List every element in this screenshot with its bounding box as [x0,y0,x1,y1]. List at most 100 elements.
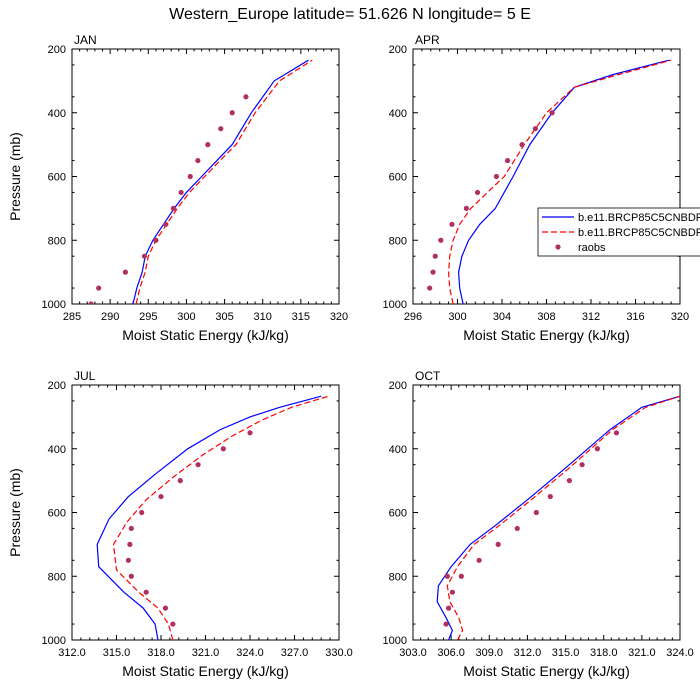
panel-label: APR [415,33,440,47]
x-tick-label: 324.0 [236,647,264,659]
y-tick-label: 1000 [383,635,407,647]
raobs-point [493,173,500,180]
y-tick-label: 200 [48,380,66,392]
x-tick-label: 304 [493,311,511,323]
y-axis-label: Pressure (mb) [7,132,23,221]
x-tick-label: 321.0 [628,647,656,659]
raobs-point [579,462,585,468]
y-tick-label: 1000 [42,635,66,647]
x-tick-label: 320 [671,311,689,323]
raobs-point [504,157,511,164]
y-tick-label: 600 [389,508,407,520]
x-tick-label: 309.0 [476,647,504,659]
model-dashed-line [135,59,313,304]
series-group [96,395,329,640]
x-tick-label: 324.0 [666,647,694,659]
y-tick-label: 1000 [383,299,407,311]
model-solid-line [96,395,322,640]
panels-container: JAN 285 290 295 300 305 310 315 320 200 400 600 800 1… [7,33,694,679]
raobs-point [566,478,572,484]
raobs-point [229,110,235,116]
y-tick-label: 1000 [42,299,66,311]
x-tick-label: 321.0 [192,647,220,659]
x-axis-label: Moist Static Energy (kJ/kg) [122,663,289,679]
model-dashed-line [446,395,680,640]
raobs-point [170,621,176,627]
raobs-point [444,573,450,579]
y-tick-label: 800 [48,235,66,247]
x-tick-label: 310 [254,311,272,323]
y-tick-label: 400 [389,108,407,120]
raobs-point [463,205,469,211]
panel-jul: JUL 312.0 315.0 318.0 321.0 324.0 327.0 330.0 20… [7,369,353,679]
raobs-point [163,221,169,227]
y-axis-label: Pressure (mb) [7,468,23,557]
x-tick-label: 327.0 [281,647,309,659]
panel-jan: JAN 285 290 295 300 305 310 315 320 200 400 600 800 1… [7,33,348,343]
x-axis-label: Moist Static Energy (kJ/kg) [463,327,630,343]
x-tick-label: 312.0 [58,647,86,659]
x-tick-label: 306.0 [437,647,465,659]
raobs-point [195,157,201,164]
raobs-point [96,285,102,291]
model-dashed-line [447,59,672,304]
raobs-point [476,557,482,563]
raobs-point [187,173,193,180]
raobs-point [195,462,201,468]
y-tick-label: 800 [389,571,407,583]
legend-label: b.e11.BRCP85C5CNBDRD.f09_g16.001 [578,227,700,239]
raobs-point [458,573,464,579]
model-solid-line [132,59,309,304]
y-tick-label: 800 [48,571,66,583]
raobs-point [141,253,148,259]
raobs-point [153,237,159,243]
raobs-point [427,285,433,291]
raobs-point [495,541,501,547]
x-tick-label: 303.0 [399,647,427,659]
raobs-point [170,205,177,211]
x-tick-label: 290 [101,311,119,323]
panel-apr: APR 296 300 304 308 312 316 320 200 400 600 800 1000… [383,33,690,343]
x-tick-label: 318.0 [147,647,175,659]
legend-label: raobs [578,242,606,254]
y-tick-label: 600 [48,172,66,184]
raobs-point [243,94,249,100]
raobs-point [128,525,134,532]
x-axis-label: Moist Static Energy (kJ/kg) [463,663,630,679]
x-tick-label: 295 [139,311,157,323]
raobs-point [177,478,183,484]
raobs-point [438,237,444,243]
raobs-point [125,557,131,563]
x-tick-label: 315 [292,311,310,323]
x-tick-label: 315.0 [103,647,131,659]
raobs-point [128,573,134,579]
raobs-point [532,126,538,132]
series-group [436,395,680,640]
panel-label: OCT [415,369,441,383]
x-tick-label: 285 [63,311,81,323]
series-group [427,59,672,304]
raobs-point [449,221,455,227]
raobs-point [432,253,438,259]
y-tick-label: 800 [389,235,407,247]
raobs-point [122,269,128,275]
raobs-point [474,189,481,196]
x-tick-label: 308 [537,311,555,323]
x-tick-label: 330.0 [325,647,353,659]
raobs-point [158,493,164,500]
raobs-point [446,605,452,611]
raobs-point [218,126,224,132]
raobs-point [88,301,94,304]
x-tick-label: 316 [626,311,644,323]
raobs-point [178,189,184,196]
legend: b.e11.BRCP85C5CNBDRD.f09_g16.001 b.e11.BR… [537,207,700,257]
panel-label: JAN [74,33,97,47]
x-tick-label: 300 [177,311,195,323]
raobs-point [533,509,539,516]
y-tick-label: 400 [389,444,407,456]
raobs-point [514,525,520,532]
x-tick-label: 296 [404,311,422,323]
raobs-point [205,142,211,148]
x-tick-label: 320 [330,311,348,323]
plot-frame [71,384,340,641]
